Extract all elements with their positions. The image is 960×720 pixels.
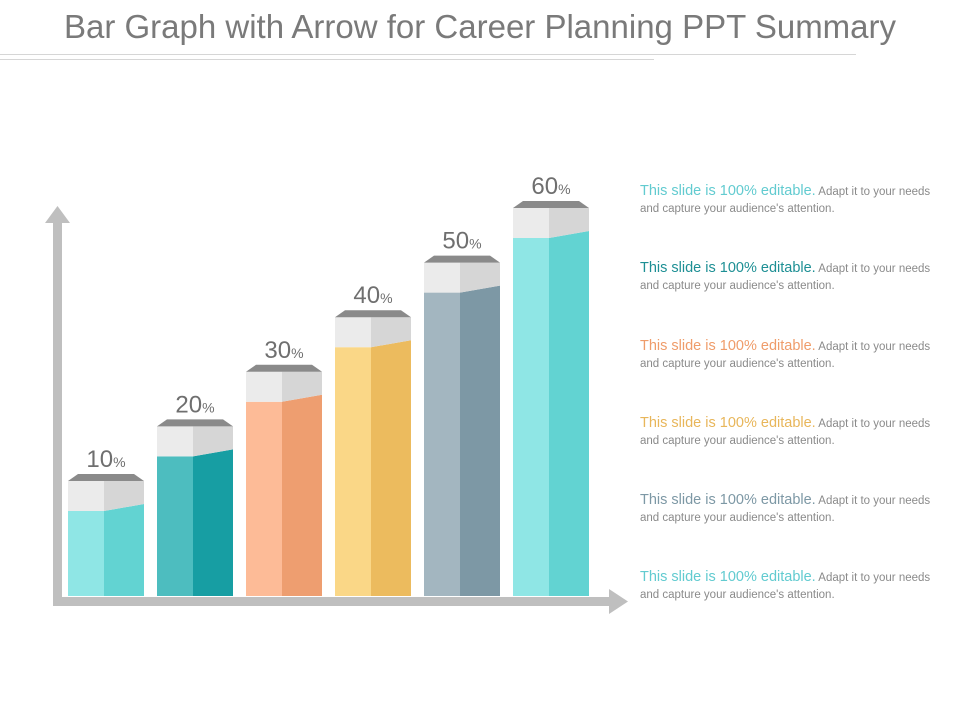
bar-front-4 xyxy=(335,347,371,596)
bar-cap-front-6 xyxy=(513,208,549,238)
note-6: This slide is 100% editable. Adapt it to… xyxy=(640,569,940,603)
note-lead-6: This slide is 100% editable. xyxy=(640,569,816,585)
bar-side-2 xyxy=(193,449,233,596)
bar-cap-front-5 xyxy=(424,262,460,293)
bar-cap-side-6 xyxy=(549,208,589,238)
bar-cap-top-2 xyxy=(157,419,233,427)
note-body-5: Adapt it to your needs and capture your … xyxy=(640,495,931,524)
bar-cap-side-2 xyxy=(193,426,233,457)
note-1: This slide is 100% editable. Adapt it to… xyxy=(640,183,940,217)
note-lead-1: This slide is 100% editable. xyxy=(640,183,816,199)
bar-cap-front-3 xyxy=(246,371,282,402)
slide-title: Bar Graph with Arrow for Career Planning… xyxy=(63,8,897,45)
bar-cap-side-5 xyxy=(460,262,500,293)
bar-front-6 xyxy=(513,238,549,596)
note-body-6: Adapt it to your needs and capture your … xyxy=(640,572,931,601)
bar-side-6 xyxy=(549,231,589,596)
bar-side-3 xyxy=(282,394,322,596)
title-underline-long xyxy=(0,54,856,55)
y-axis-arrowhead xyxy=(45,206,70,223)
bar-front-1 xyxy=(68,511,104,596)
note-lead-2: This slide is 100% editable. xyxy=(640,260,816,276)
bar-label-4: 40% xyxy=(353,282,392,309)
bar-label-5: 50% xyxy=(442,228,481,255)
note-3: This slide is 100% editable. Adapt it to… xyxy=(640,338,940,372)
bar-cap-top-6 xyxy=(513,201,589,208)
bar-cap-top-3 xyxy=(246,364,322,372)
note-body-2: Adapt it to your needs and capture your … xyxy=(640,263,931,292)
bar-label-3: 30% xyxy=(264,337,303,364)
bar-label-1: 10% xyxy=(86,446,125,473)
bar-cap-front-2 xyxy=(157,426,193,457)
note-4: This slide is 100% editable. Adapt it to… xyxy=(640,415,940,449)
note-lead-3: This slide is 100% editable. xyxy=(640,338,816,354)
note-lead-5: This slide is 100% editable. xyxy=(640,492,816,508)
bar-cap-top-4 xyxy=(335,310,411,318)
bar-side-4 xyxy=(371,340,411,596)
note-lead-4: This slide is 100% editable. xyxy=(640,415,816,431)
bar-cap-top-5 xyxy=(424,255,500,263)
x-axis-arrowhead xyxy=(609,589,628,614)
bar-front-5 xyxy=(424,292,460,596)
note-5: This slide is 100% editable. Adapt it to… xyxy=(640,492,940,526)
y-axis-line xyxy=(53,222,62,602)
bar-side-5 xyxy=(460,285,500,596)
note-body-1: Adapt it to your needs and capture your … xyxy=(640,186,931,215)
bar-cap-side-1 xyxy=(104,481,144,511)
note-body-3: Adapt it to your needs and capture your … xyxy=(640,341,931,370)
bar-cap-side-4 xyxy=(371,317,411,348)
bar-cap-front-1 xyxy=(68,481,104,511)
note-2: This slide is 100% editable. Adapt it to… xyxy=(640,260,940,294)
bar-label-6: 60% xyxy=(531,173,570,200)
title-underline-short xyxy=(0,59,654,60)
bar-cap-front-4 xyxy=(335,317,371,348)
note-body-4: Adapt it to your needs and capture your … xyxy=(640,418,931,447)
bar-front-2 xyxy=(157,456,193,596)
bar-cap-side-3 xyxy=(282,371,322,402)
bar-cap-top-1 xyxy=(68,474,144,481)
bar-front-3 xyxy=(246,401,282,596)
bar-side-1 xyxy=(104,504,144,596)
x-axis-line xyxy=(53,597,611,606)
bar-chart: 10% 20% 30% 40% 50% 60% xyxy=(45,173,628,614)
bar-label-2: 20% xyxy=(175,391,214,418)
